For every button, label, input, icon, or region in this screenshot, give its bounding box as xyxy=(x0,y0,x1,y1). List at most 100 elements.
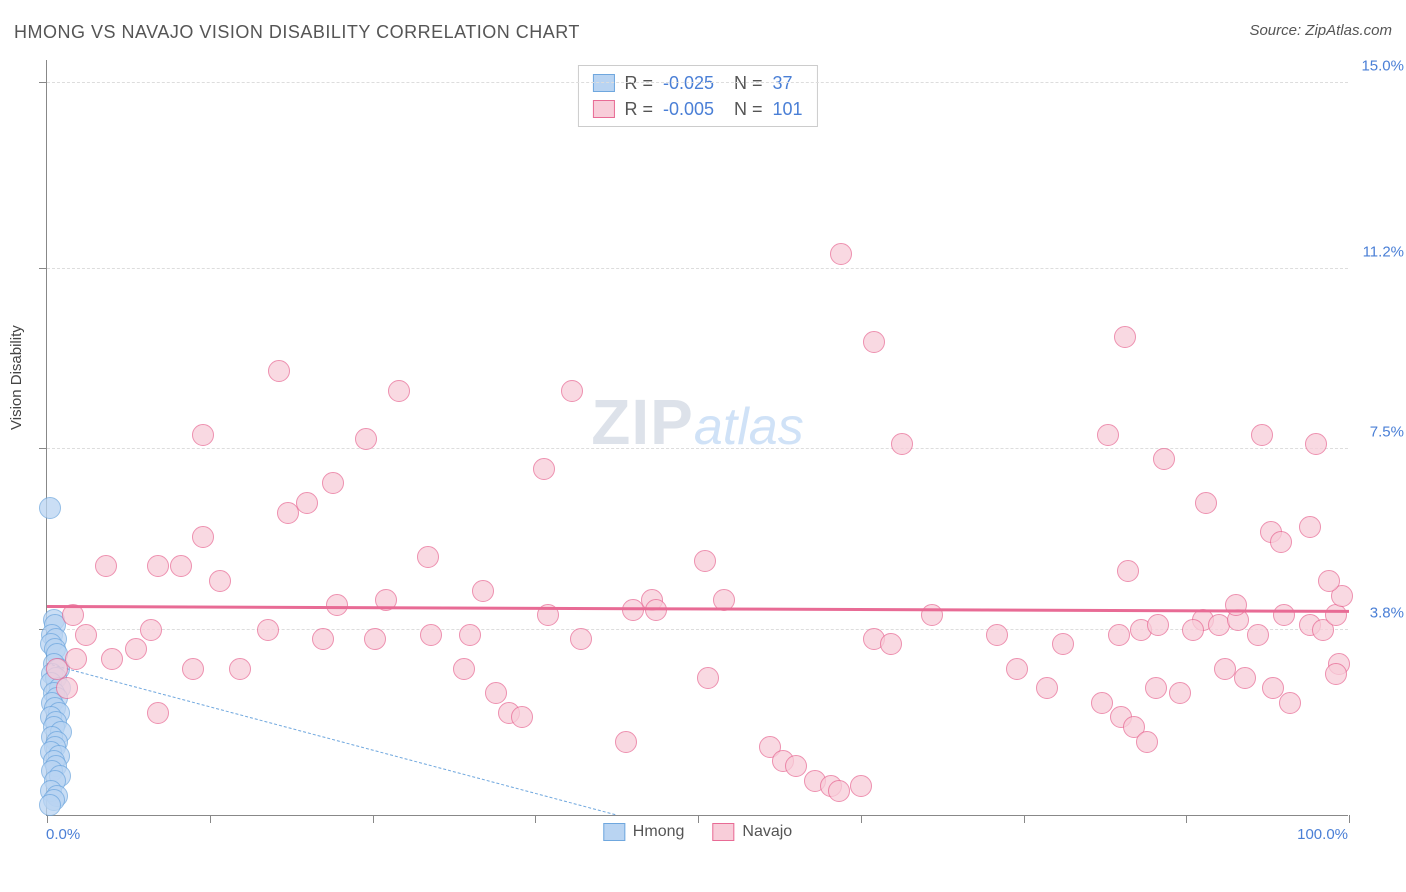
x-tick xyxy=(698,815,699,823)
scatter-point xyxy=(209,570,231,592)
scatter-point xyxy=(182,658,204,680)
legend-n-label: N = xyxy=(724,96,763,122)
scatter-point xyxy=(880,633,902,655)
legend-swatch xyxy=(603,823,625,841)
scatter-point xyxy=(1006,658,1028,680)
scatter-point xyxy=(192,526,214,548)
scatter-point xyxy=(296,492,318,514)
scatter-point xyxy=(1091,692,1113,714)
scatter-point xyxy=(1114,326,1136,348)
x-axis-min-label: 0.0% xyxy=(46,826,80,843)
scatter-point xyxy=(830,243,852,265)
scatter-point xyxy=(364,628,386,650)
scatter-point xyxy=(229,658,251,680)
scatter-point xyxy=(472,580,494,602)
scatter-point xyxy=(75,624,97,646)
legend-r-label: R = xyxy=(624,96,653,122)
scatter-point xyxy=(1145,677,1167,699)
scatter-point xyxy=(1325,604,1347,626)
x-tick xyxy=(535,815,536,823)
scatter-point xyxy=(140,619,162,641)
trend-line xyxy=(47,605,1349,613)
scatter-point xyxy=(1270,531,1292,553)
scatter-point xyxy=(1279,692,1301,714)
scatter-point xyxy=(95,555,117,577)
legend-item: Hmong xyxy=(603,823,685,841)
y-axis-label: Vision Disability xyxy=(8,325,25,430)
scatter-point xyxy=(615,731,637,753)
scatter-point xyxy=(459,624,481,646)
y-tick-label: 15.0% xyxy=(1361,58,1404,75)
scatter-point xyxy=(1299,516,1321,538)
x-tick xyxy=(1024,815,1025,823)
scatter-point xyxy=(1234,667,1256,689)
scatter-point xyxy=(56,677,78,699)
scatter-point xyxy=(1325,663,1347,685)
scatter-point xyxy=(312,628,334,650)
legend-swatch xyxy=(592,100,614,118)
scatter-point xyxy=(828,780,850,802)
legend-item: Navajo xyxy=(712,823,792,841)
x-axis-max-label: 100.0% xyxy=(1297,826,1348,843)
scatter-point xyxy=(697,667,719,689)
scatter-point xyxy=(1052,633,1074,655)
scatter-point xyxy=(1108,624,1130,646)
scatter-point xyxy=(268,360,290,382)
legend-series-name: Hmong xyxy=(633,823,685,841)
scatter-point xyxy=(1273,604,1295,626)
scatter-point xyxy=(1225,594,1247,616)
scatter-point xyxy=(1195,492,1217,514)
scatter-point xyxy=(453,658,475,680)
scatter-point xyxy=(1262,677,1284,699)
gridline xyxy=(47,82,1348,83)
legend-swatch xyxy=(712,823,734,841)
scatter-point xyxy=(485,682,507,704)
scatter-point xyxy=(863,331,885,353)
scatter-point xyxy=(850,775,872,797)
scatter-point xyxy=(170,555,192,577)
scatter-point xyxy=(511,706,533,728)
scatter-point xyxy=(533,458,555,480)
scatter-point xyxy=(101,648,123,670)
trend-line xyxy=(47,663,616,815)
scatter-point xyxy=(561,380,583,402)
scatter-point xyxy=(1097,424,1119,446)
scatter-point xyxy=(1117,560,1139,582)
x-tick xyxy=(1349,815,1350,823)
scatter-point xyxy=(1147,614,1169,636)
scatter-point xyxy=(125,638,147,660)
scatter-point xyxy=(694,550,716,572)
scatter-point xyxy=(1136,731,1158,753)
scatter-point xyxy=(39,794,61,816)
y-tick-label: 3.8% xyxy=(1370,604,1404,621)
series-legend: Hmong Navajo xyxy=(603,823,792,841)
y-tick xyxy=(39,82,47,83)
legend-row: R = -0.005 N = 101 xyxy=(592,96,802,122)
scatter-point xyxy=(355,428,377,450)
source-label: Source: ZipAtlas.com xyxy=(1249,22,1392,39)
legend-n-value: 101 xyxy=(773,96,803,122)
scatter-point xyxy=(147,555,169,577)
y-tick-label: 11.2% xyxy=(1363,243,1404,260)
scatter-point xyxy=(277,502,299,524)
scatter-point xyxy=(1036,677,1058,699)
scatter-point xyxy=(388,380,410,402)
scatter-point xyxy=(147,702,169,724)
scatter-point xyxy=(322,472,344,494)
scatter-point xyxy=(1169,682,1191,704)
chart-title: HMONG VS NAVAJO VISION DISABILITY CORREL… xyxy=(14,22,580,42)
scatter-point xyxy=(785,755,807,777)
scatter-point xyxy=(39,497,61,519)
scatter-point xyxy=(1153,448,1175,470)
scatter-point xyxy=(1182,619,1204,641)
scatter-chart: ZIPatlas R = -0.025 N = 37R = -0.005 N =… xyxy=(46,60,1348,816)
scatter-point xyxy=(891,433,913,455)
x-tick xyxy=(373,815,374,823)
scatter-point xyxy=(986,624,1008,646)
scatter-point xyxy=(192,424,214,446)
legend-r-value: -0.005 xyxy=(663,96,714,122)
scatter-point xyxy=(1247,624,1269,646)
scatter-point xyxy=(1305,433,1327,455)
y-tick-label: 7.5% xyxy=(1370,424,1404,441)
y-tick xyxy=(39,268,47,269)
